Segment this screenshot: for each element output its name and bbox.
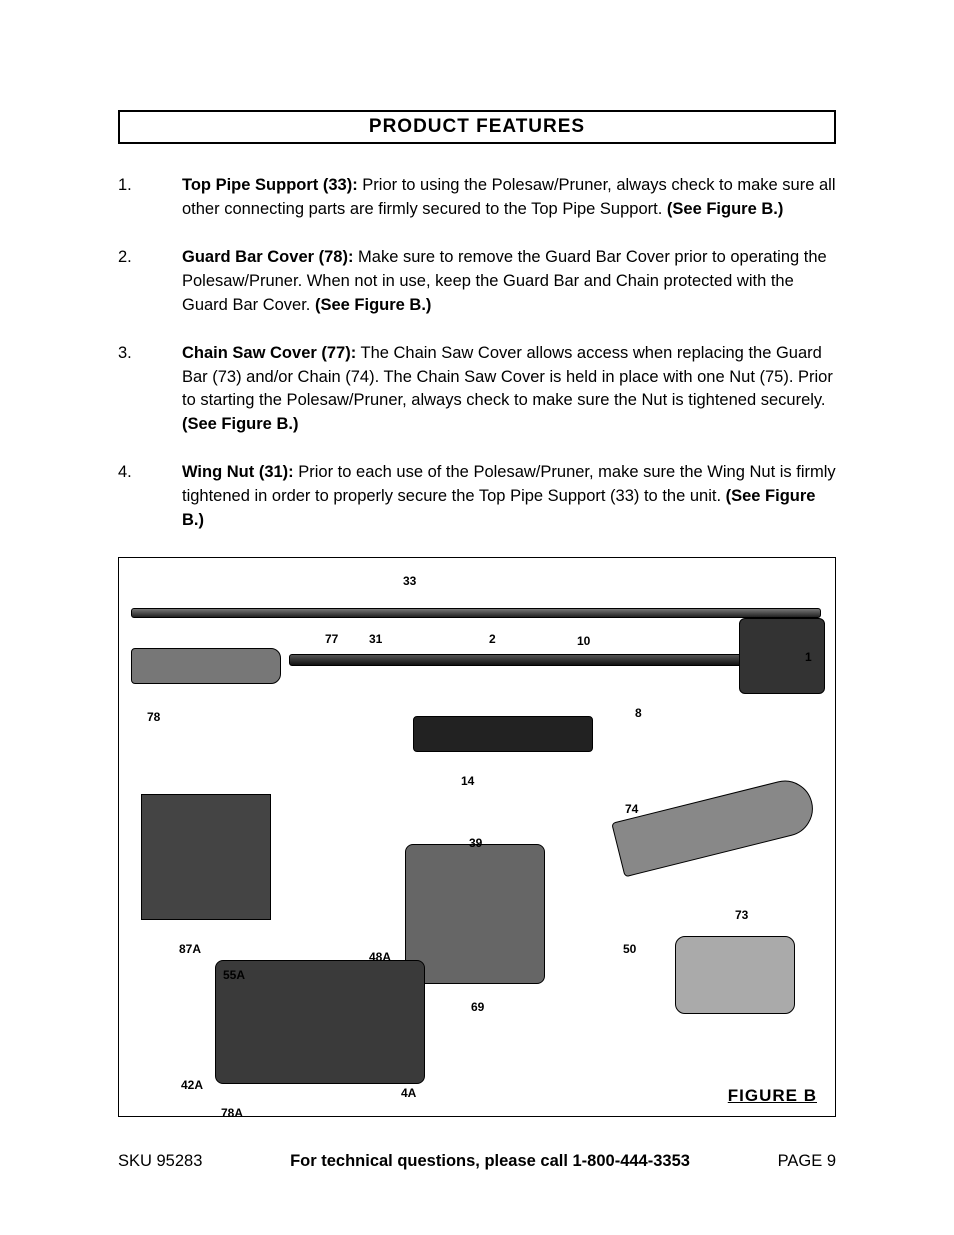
feature-title: Guard Bar Cover (78): bbox=[182, 248, 353, 266]
feature-list: 1. Top Pipe Support (33): Prior to using… bbox=[118, 174, 836, 533]
callout-label: 10 bbox=[577, 634, 590, 648]
part-bottom-engine bbox=[215, 960, 425, 1084]
feature-item: 4. Wing Nut (31): Prior to each use of t… bbox=[118, 461, 836, 533]
callout-label: 77 bbox=[325, 632, 338, 646]
feature-number: 3. bbox=[118, 342, 182, 438]
figure-caption: FIGURE B bbox=[728, 1086, 817, 1106]
callout-label: 33 bbox=[403, 574, 416, 588]
part-engine-photo bbox=[141, 794, 271, 920]
figure-b: 33 77 31 2 10 1 78 8 14 74 39 73 87A 48A 50 55A 69 42A 4A 7… bbox=[118, 557, 836, 1117]
part-top-pipe bbox=[131, 608, 821, 618]
part-strap bbox=[413, 716, 593, 752]
callout-label: 31 bbox=[369, 632, 382, 646]
page-footer: SKU 95283 For technical questions, pleas… bbox=[118, 1152, 836, 1171]
callout-label: 8 bbox=[635, 706, 642, 720]
feature-title: Wing Nut (31): bbox=[182, 463, 294, 481]
feature-text: Chain Saw Cover (77): The Chain Saw Cove… bbox=[182, 342, 836, 438]
callout-label: 2 bbox=[489, 632, 496, 646]
feature-item: 3. Chain Saw Cover (77): The Chain Saw C… bbox=[118, 342, 836, 438]
feature-ref: (See Figure B.) bbox=[315, 296, 431, 314]
callout-label: 50 bbox=[623, 942, 636, 956]
feature-text: Top Pipe Support (33): Prior to using th… bbox=[182, 174, 836, 222]
callout-label: 73 bbox=[735, 908, 748, 922]
footer-page: PAGE 9 bbox=[778, 1152, 836, 1171]
feature-number: 2. bbox=[118, 246, 182, 318]
callout-label: 78A bbox=[221, 1106, 243, 1120]
callout-label: 4A bbox=[401, 1086, 416, 1100]
callout-label: 55A bbox=[223, 968, 245, 982]
callout-label: 1 bbox=[805, 650, 812, 664]
feature-text: Guard Bar Cover (78): Make sure to remov… bbox=[182, 246, 836, 318]
callout-label: 78 bbox=[147, 710, 160, 724]
feature-ref: (See Figure B.) bbox=[667, 200, 783, 218]
callout-label: 14 bbox=[461, 774, 474, 788]
callout-label: 39 bbox=[469, 836, 482, 850]
feature-number: 1. bbox=[118, 174, 182, 222]
feature-item: 1. Top Pipe Support (33): Prior to using… bbox=[118, 174, 836, 222]
callout-label: 74 bbox=[625, 802, 638, 816]
callout-label: 87A bbox=[179, 942, 201, 956]
section-header: PRODUCT FEATURES bbox=[118, 110, 836, 144]
footer-sku: SKU 95283 bbox=[118, 1152, 202, 1171]
callout-label: 48A bbox=[369, 950, 391, 964]
feature-title: Top Pipe Support (33): bbox=[182, 176, 358, 194]
part-engine-right bbox=[739, 618, 825, 694]
feature-title: Chain Saw Cover (77): bbox=[182, 344, 356, 362]
diagram-layer: 33773121017881474397387A48A5055A6942A4A7… bbox=[119, 558, 835, 1116]
callout-label: 42A bbox=[181, 1078, 203, 1092]
feature-item: 2. Guard Bar Cover (78): Make sure to re… bbox=[118, 246, 836, 318]
part-chain-bar bbox=[611, 775, 819, 878]
section-title: PRODUCT FEATURES bbox=[369, 116, 585, 137]
feature-ref: (See Figure B.) bbox=[182, 415, 298, 433]
feature-text: Wing Nut (31): Prior to each use of the … bbox=[182, 461, 836, 533]
feature-number: 4. bbox=[118, 461, 182, 533]
callout-label: 69 bbox=[471, 1000, 484, 1014]
part-oil-tank bbox=[675, 936, 795, 1014]
part-saw-cover bbox=[131, 648, 281, 684]
part-center-motor bbox=[405, 844, 545, 984]
footer-tech: For technical questions, please call 1-8… bbox=[290, 1152, 690, 1171]
